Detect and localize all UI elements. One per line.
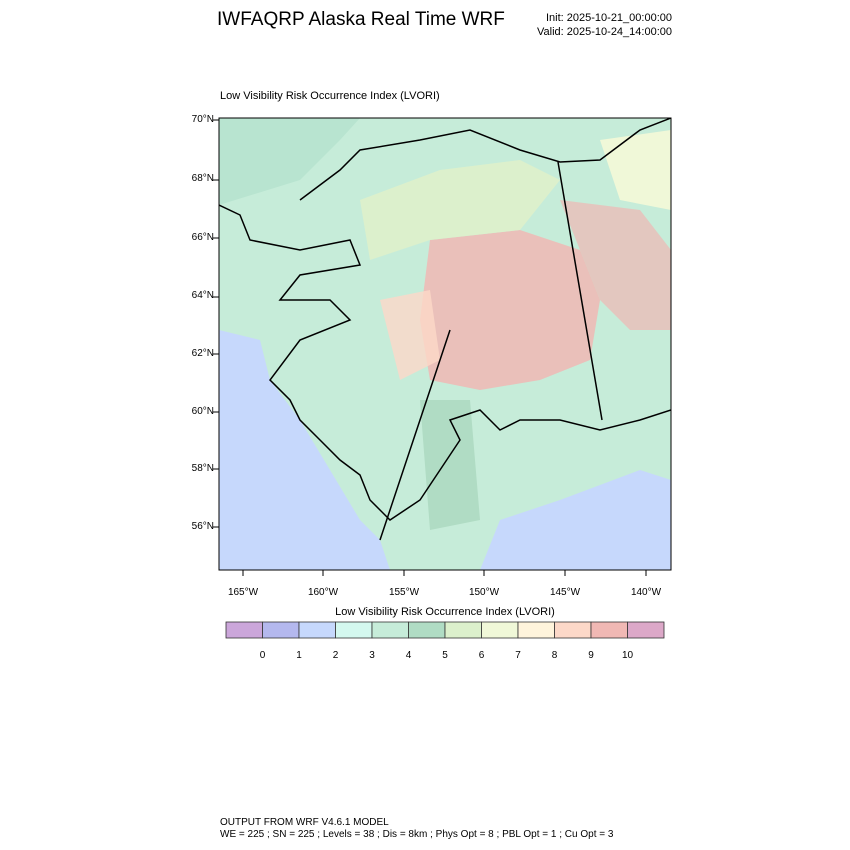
moderate-northeast (600, 130, 671, 210)
colorbar-swatch (444, 621, 482, 639)
colorbar-label: 2 (332, 650, 339, 661)
colorbar-label: 3 (369, 650, 375, 661)
ocean-gulf (480, 470, 671, 570)
ocean-bering (219, 330, 390, 570)
colorbar-label: 0 (259, 650, 266, 661)
lat-label: 66°N (191, 232, 214, 243)
lat-label: 68°N (191, 173, 214, 184)
colorbar-swatch (225, 621, 263, 639)
lat-label: 64°N (191, 290, 214, 301)
lat-label: 56°N (191, 521, 214, 532)
colorbar-swatch (481, 621, 519, 639)
lat-label: 58°N (191, 463, 214, 474)
footer-model: OUTPUT FROM WRF V4.6.1 MODEL (220, 817, 389, 828)
ocean-arctic (219, 118, 360, 205)
lat-label: 70°N (191, 114, 214, 125)
colorbar-swatch (517, 621, 555, 639)
field-title: Low Visibility Risk Occurrence Index (LV… (220, 90, 440, 102)
init-time: Init: 2025-10-21_00:00:00 (546, 12, 672, 24)
axis-ticks (213, 119, 647, 576)
coastlines (219, 118, 671, 541)
colorbar-swatch (371, 621, 409, 639)
lon-label: 160°W (307, 587, 339, 598)
lon-label: 165°W (227, 587, 259, 598)
colorbar-label: 1 (296, 650, 302, 661)
lon-label: 150°W (468, 587, 500, 598)
colorbar-label: 7 (515, 650, 521, 661)
lon-label: 140°W (630, 587, 662, 598)
colorbar-title: Low Visibility Risk Occurrence Index (LV… (335, 606, 555, 618)
map-frame (218, 117, 672, 571)
colorbar-label: 4 (405, 650, 412, 661)
lon-label: 155°W (388, 587, 420, 598)
moderate-brooks (360, 160, 560, 260)
colorbar-swatch (590, 621, 628, 639)
colorbar-swatch (408, 621, 446, 639)
colorbar-swatch (627, 621, 665, 639)
colorbar-label: 10 (621, 650, 634, 661)
colorbar-swatch (335, 621, 373, 639)
valid-time: Valid: 2025-10-24_14:00:00 (537, 26, 672, 38)
high-risk-interior (420, 230, 600, 390)
chart-title: IWFAQRP Alaska Real Time WRF (217, 9, 505, 30)
lat-label: 60°N (191, 406, 214, 417)
map-field (219, 118, 671, 570)
colorbar-label: 8 (551, 650, 558, 661)
colorbar-label: 9 (588, 650, 594, 661)
high-risk-yukon (560, 200, 671, 330)
risk-west (380, 290, 440, 380)
colorbar-swatch (554, 621, 592, 639)
footer-config: WE = 225 ; SN = 225 ; Levels = 38 ; Dis … (220, 829, 614, 840)
colorbar (225, 621, 665, 639)
lat-label: 62°N (191, 348, 214, 359)
colorbar-swatch (298, 621, 336, 639)
low-risk-south (420, 400, 480, 530)
colorbar-swatch (262, 621, 300, 639)
colorbar-label: 6 (478, 650, 485, 661)
colorbar-label: 5 (442, 650, 448, 661)
lon-label: 145°W (549, 587, 581, 598)
